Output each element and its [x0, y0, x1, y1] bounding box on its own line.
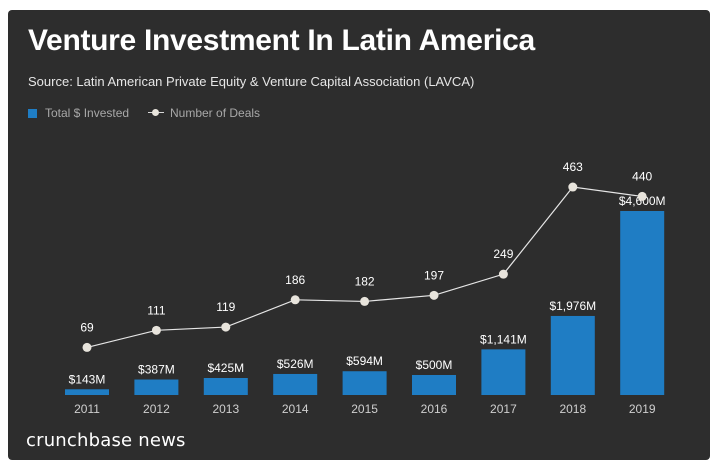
- legend-item-invested: Total $ Invested: [28, 106, 129, 120]
- deal-label-2011: 69: [80, 320, 94, 334]
- deal-label-2013: 119: [216, 300, 235, 314]
- chart-title: Venture Investment In Latin America: [28, 24, 535, 57]
- deal-label-2016: 197: [424, 268, 444, 282]
- bar-2011: [65, 389, 109, 395]
- bar-label-2015: $594M: [346, 354, 383, 368]
- brand-logo: crunchbase news: [26, 430, 186, 451]
- chart-source: Source: Latin American Private Equity & …: [28, 74, 475, 89]
- deal-point-2013: [221, 322, 231, 332]
- x-tick-2016: 2016: [421, 402, 448, 416]
- bar-label-2017: $1,141M: [480, 332, 527, 346]
- bar-2017: [481, 349, 526, 395]
- bar-label-2019: $4,600M: [619, 194, 666, 208]
- deal-label-2017: 249: [493, 247, 513, 261]
- deal-point-2016: [429, 290, 439, 300]
- chart-card: Venture Investment In Latin America Sour…: [8, 10, 710, 460]
- bar-label-2013: $425M: [207, 361, 244, 375]
- deal-point-2017: [498, 269, 508, 279]
- bar-2018: [550, 315, 595, 395]
- combo-chart: $143M 2011 $387M 2012 $425M 2013 $526M 2014 $594…: [65, 160, 666, 416]
- legend-marker-deals: [148, 108, 164, 118]
- x-tick-2014: 2014: [282, 402, 309, 416]
- x-tick-2015: 2015: [351, 402, 378, 416]
- bar-label-2018: $1,976M: [549, 299, 596, 313]
- bar-2015: [342, 371, 387, 395]
- bar-2014: [273, 373, 318, 395]
- x-tick-2017: 2017: [490, 402, 517, 416]
- legend-label-invested: Total $ Invested: [45, 106, 130, 120]
- bar-2012: [134, 379, 179, 395]
- bar-label-2016: $500M: [416, 358, 453, 372]
- bar-2016: [412, 375, 456, 395]
- bar-2013: [203, 378, 248, 395]
- deal-label-2015: 182: [355, 274, 375, 288]
- bar-label-2012: $387M: [138, 363, 175, 377]
- deal-label-2012: 111: [147, 303, 166, 317]
- deal-label-2014: 186: [285, 273, 305, 287]
- deal-point-2015: [360, 296, 370, 306]
- deal-point-2014: [290, 295, 300, 305]
- legend-label-deals: Number of Deals: [170, 106, 261, 120]
- legend-swatch-invested: [28, 108, 37, 118]
- bar-label-2011: $143M: [69, 372, 106, 386]
- x-tick-2013: 2013: [212, 402, 239, 416]
- x-tick-2019: 2019: [629, 402, 656, 416]
- legend-item-deals: Number of Deals: [148, 106, 260, 120]
- deal-point-2019: [637, 191, 647, 201]
- deal-label-2019: 440: [632, 169, 652, 183]
- x-tick-2018: 2018: [559, 402, 586, 416]
- deal-point-2018: [568, 182, 578, 192]
- deal-label-2018: 463: [563, 160, 583, 174]
- deal-point-2012: [151, 325, 161, 335]
- x-tick-2012: 2012: [143, 402, 170, 416]
- bar-2019: [620, 211, 665, 395]
- deal-point-2011: [82, 342, 92, 352]
- x-tick-2011: 2011: [74, 402, 100, 416]
- bar-label-2014: $526M: [277, 357, 314, 371]
